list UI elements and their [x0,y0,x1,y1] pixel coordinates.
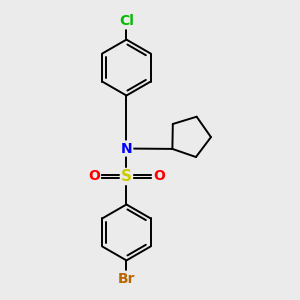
Text: Br: Br [118,272,135,286]
Text: S: S [121,169,132,184]
Text: N: N [121,142,132,155]
Text: Cl: Cl [119,14,134,28]
Text: O: O [153,169,165,184]
Text: O: O [88,169,100,184]
